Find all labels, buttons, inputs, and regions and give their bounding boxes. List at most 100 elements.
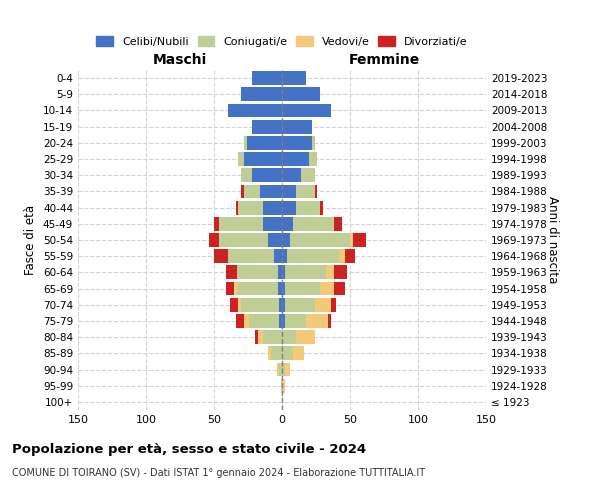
Bar <box>281 379 282 392</box>
Bar <box>309 152 317 166</box>
Bar <box>279 298 282 312</box>
Bar <box>293 217 334 230</box>
Bar <box>282 200 296 214</box>
Bar <box>282 314 285 328</box>
Bar <box>282 71 307 85</box>
Bar <box>282 233 290 247</box>
Bar <box>237 282 278 296</box>
Bar <box>252 168 282 182</box>
Bar <box>268 346 271 360</box>
Bar <box>296 330 314 344</box>
Bar <box>282 217 293 230</box>
Bar <box>226 266 237 280</box>
Bar <box>334 282 344 296</box>
Bar <box>282 330 296 344</box>
Bar <box>227 250 274 263</box>
Bar <box>241 298 279 312</box>
Bar <box>279 314 282 328</box>
Bar <box>320 200 323 214</box>
Bar <box>328 314 331 328</box>
Bar <box>307 314 328 328</box>
Text: Femmine: Femmine <box>349 53 419 67</box>
Bar <box>296 184 314 198</box>
Bar <box>220 233 268 247</box>
Bar <box>282 168 301 182</box>
Bar <box>241 168 252 182</box>
Bar <box>238 152 244 166</box>
Bar <box>282 250 287 263</box>
Bar <box>252 71 282 85</box>
Bar <box>244 152 282 166</box>
Bar <box>214 217 220 230</box>
Bar <box>287 250 339 263</box>
Bar <box>220 217 263 230</box>
Y-axis label: Anni di nascita: Anni di nascita <box>546 196 559 284</box>
Bar <box>279 362 282 376</box>
Bar <box>285 314 307 328</box>
Bar <box>268 233 282 247</box>
Bar <box>301 168 314 182</box>
Bar <box>214 250 227 263</box>
Bar <box>282 266 285 280</box>
Bar <box>274 250 282 263</box>
Bar <box>255 330 257 344</box>
Bar <box>285 266 326 280</box>
Bar <box>282 88 320 101</box>
Text: Popolazione per età, sesso e stato civile - 2024: Popolazione per età, sesso e stato civil… <box>12 442 366 456</box>
Bar <box>282 184 296 198</box>
Bar <box>339 250 344 263</box>
Bar <box>238 298 241 312</box>
Bar <box>237 266 278 280</box>
Bar <box>282 120 312 134</box>
Bar <box>282 346 293 360</box>
Bar <box>235 282 237 296</box>
Bar <box>244 314 250 328</box>
Bar <box>271 346 282 360</box>
Bar <box>282 152 309 166</box>
Bar <box>331 298 337 312</box>
Bar <box>293 346 304 360</box>
Bar <box>277 362 279 376</box>
Bar <box>312 136 314 149</box>
Text: Maschi: Maschi <box>153 53 207 67</box>
Bar <box>252 120 282 134</box>
Bar <box>250 314 279 328</box>
Bar <box>236 314 244 328</box>
Bar <box>244 136 247 149</box>
Bar <box>344 250 355 263</box>
Bar <box>244 184 260 198</box>
Bar <box>263 200 282 214</box>
Text: COMUNE DI TOIRANO (SV) - Dati ISTAT 1° gennaio 2024 - Elaborazione TUTTITALIA.IT: COMUNE DI TOIRANO (SV) - Dati ISTAT 1° g… <box>12 468 425 477</box>
Bar <box>263 217 282 230</box>
Bar <box>296 200 320 214</box>
Bar <box>230 298 238 312</box>
Bar <box>285 298 314 312</box>
Legend: Celibi/Nubili, Coniugati/e, Vedovi/e, Divorziati/e: Celibi/Nubili, Coniugati/e, Vedovi/e, Di… <box>92 32 472 51</box>
Bar <box>282 104 331 118</box>
Bar <box>227 104 282 118</box>
Bar <box>326 266 334 280</box>
Bar <box>226 282 235 296</box>
Bar <box>238 200 263 214</box>
Bar <box>278 282 282 296</box>
Bar <box>209 233 220 247</box>
Bar <box>282 298 285 312</box>
Bar <box>257 330 263 344</box>
Bar <box>320 282 334 296</box>
Bar <box>241 88 282 101</box>
Bar <box>285 362 290 376</box>
Bar <box>334 217 342 230</box>
Bar <box>282 379 285 392</box>
Bar <box>282 282 285 296</box>
Bar <box>241 184 244 198</box>
Bar <box>278 266 282 280</box>
Bar <box>247 136 282 149</box>
Bar <box>282 136 312 149</box>
Bar <box>314 184 317 198</box>
Bar <box>350 233 353 247</box>
Bar <box>285 282 320 296</box>
Bar <box>282 362 285 376</box>
Bar <box>314 298 331 312</box>
Bar <box>263 330 282 344</box>
Y-axis label: Fasce di età: Fasce di età <box>25 205 37 275</box>
